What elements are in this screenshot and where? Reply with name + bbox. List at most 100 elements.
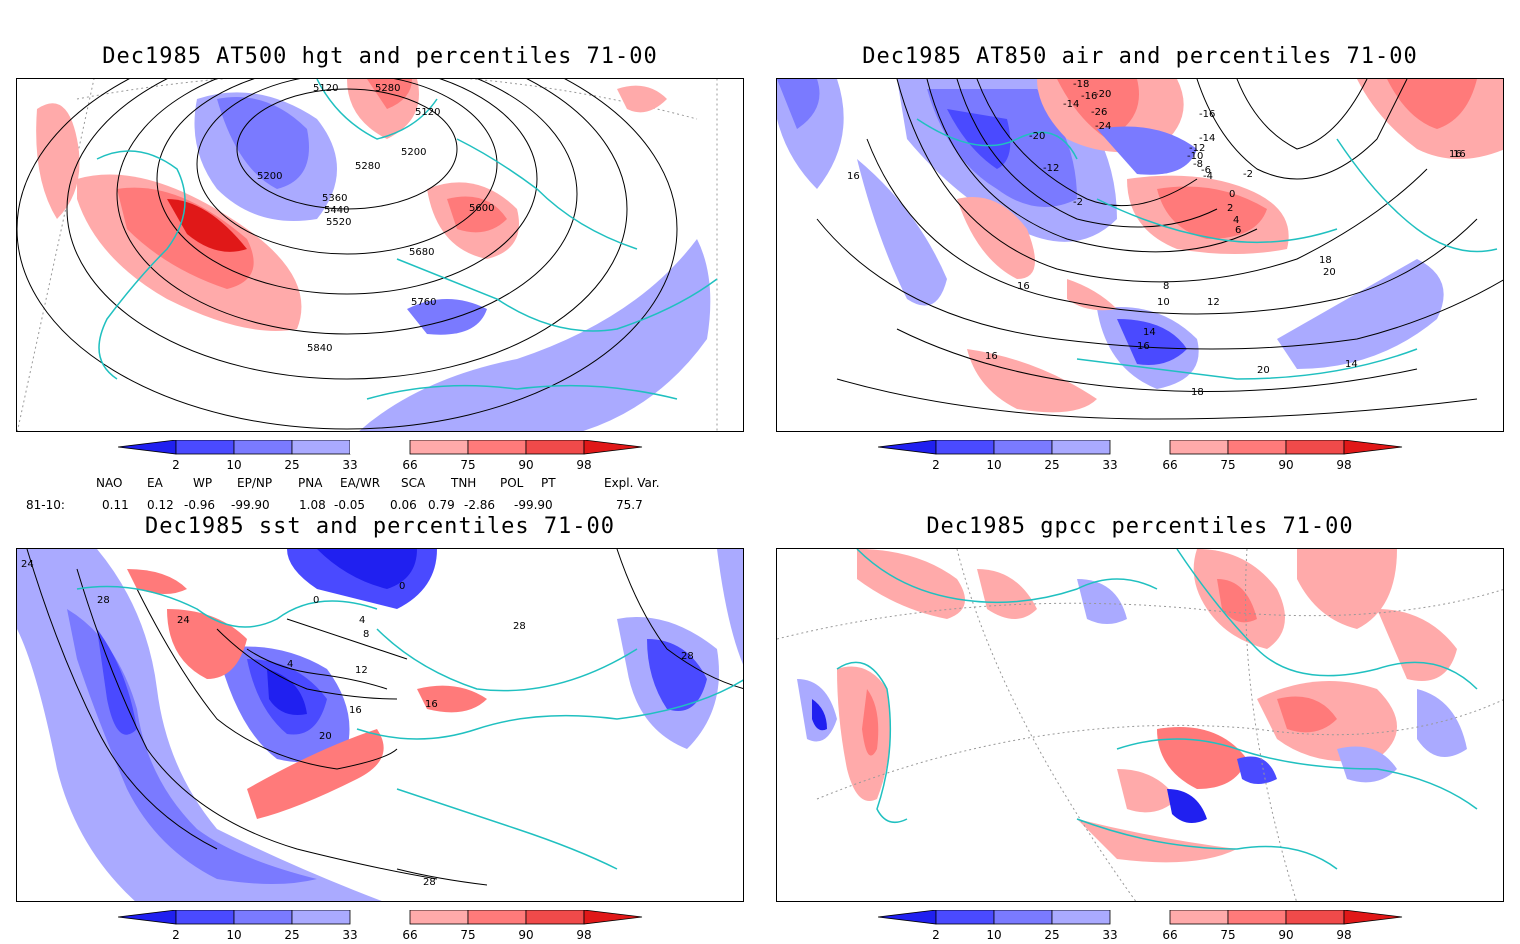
cbar-tick: 90: [1278, 928, 1294, 942]
colorbar-sst: 2 10 25 33 66 75 90 98: [118, 910, 646, 944]
colorbar-air-svg: [878, 440, 1403, 455]
contour-label: -6: [1201, 165, 1211, 176]
index-header: POL: [500, 476, 524, 490]
contour-label: 16: [847, 171, 860, 182]
cbar-tick: 33: [342, 928, 358, 942]
contour-label: 16: [349, 705, 362, 716]
contour-label: 5600: [469, 203, 494, 214]
index-value: 1.08: [299, 498, 326, 512]
cbar-tick: 2: [172, 458, 180, 472]
contour-label: 20: [319, 731, 332, 742]
cbar-tick: 66: [402, 458, 418, 472]
contour-label: 16: [1449, 149, 1462, 160]
contour-label: -26: [1091, 107, 1107, 118]
index-row-label: 81-10:: [26, 498, 65, 512]
contour-label: 28: [681, 651, 694, 662]
cbar-tick: 98: [576, 928, 592, 942]
cbar-tick: 25: [284, 458, 300, 472]
cbar-tick: 25: [1044, 928, 1060, 942]
contour-label: 6: [1235, 225, 1241, 236]
contour-label: -16: [1199, 109, 1215, 120]
contour-label: 0: [1229, 189, 1235, 200]
cbar-tick: 2: [932, 458, 940, 472]
cbar-tick: 66: [1162, 928, 1178, 942]
index-header: SCA: [401, 476, 426, 490]
cbar-tick: 33: [342, 458, 358, 472]
cbar-tick: 75: [1220, 928, 1236, 942]
contour-label: -2: [1073, 197, 1083, 208]
cbar-tick: 90: [1278, 458, 1294, 472]
contour-label: -2: [1243, 169, 1253, 180]
contour-label: -20: [1095, 89, 1111, 100]
contour-label: 8: [1163, 281, 1169, 292]
cbar-tick: 2: [932, 928, 940, 942]
cbar-tick: 2: [172, 928, 180, 942]
map-gpcc-svg: [777, 549, 1503, 901]
index-value: -2.86: [464, 498, 496, 512]
contour-label: -20: [1029, 131, 1045, 142]
contour-label: -16: [1081, 91, 1097, 102]
panel-title-sst: Dec1985 sst and percentiles 71-00: [144, 514, 616, 539]
contour-label: 4: [287, 659, 293, 670]
index-header: EA: [147, 476, 163, 490]
panel-title-gpcc: Dec1985 gpcc percentiles 71-00: [926, 514, 1354, 539]
contour-label: 2: [1227, 203, 1233, 214]
cbar-tick: 75: [1220, 458, 1236, 472]
cbar-tick: 98: [576, 458, 592, 472]
map-sst-svg: 24 28 24 0 4 0 4 8 12 16 20 28 16 28 28: [17, 549, 743, 901]
contour-label: -18: [1073, 79, 1089, 90]
contour-label: 28: [513, 621, 526, 632]
cbar-tick: 75: [460, 458, 476, 472]
cbar-tick: 90: [518, 928, 534, 942]
contour-label: 5440: [324, 205, 349, 216]
contour-label: 16: [1017, 281, 1030, 292]
index-header: EA/WR: [340, 476, 381, 490]
index-value: -0.96: [184, 498, 216, 512]
contour-label: 14: [1345, 359, 1358, 370]
map-hgt-svg: 5120 5280 5120 5200 5200 5280 5360 5440 …: [17, 79, 743, 431]
contour-label: 24: [21, 559, 34, 570]
contour-label: -12: [1043, 163, 1059, 174]
index-header: Expl. Var.: [604, 476, 660, 490]
contour-label: 5840: [307, 343, 332, 354]
contour-label: 5280: [355, 161, 380, 172]
cbar-tick: 10: [986, 458, 1002, 472]
cbar-tick: 10: [986, 928, 1002, 942]
contour-label: 18: [1191, 387, 1204, 398]
index-header: EP/NP: [237, 476, 273, 490]
contour-label: 28: [423, 877, 436, 888]
contour-label: 16: [1137, 341, 1150, 352]
colorbar-air: 2 10 25 33 66 75 90 98: [878, 440, 1406, 474]
contour-label: -24: [1095, 121, 1111, 132]
contour-label: 0: [313, 595, 319, 606]
cbar-tick: 25: [284, 928, 300, 942]
contour-label: 20: [1257, 365, 1270, 376]
contour-label: -10: [1187, 151, 1203, 162]
contour-label: 10: [1157, 297, 1170, 308]
contour-label: 4: [1233, 215, 1239, 226]
contour-label: -8: [1193, 159, 1203, 170]
index-value: 75.7: [616, 498, 643, 512]
cbar-tick: 66: [402, 928, 418, 942]
cbar-tick: 10: [226, 458, 242, 472]
index-value: -99.90: [514, 498, 553, 512]
contour-label: 20: [1323, 267, 1336, 278]
cbar-tick: 98: [1336, 928, 1352, 942]
colorbar-hgt: 2 10 25 33 66 75 90 98: [118, 440, 646, 474]
map-panel-air: -18 -20 -16 -14 -26 -24 -20 -16 -14 -12 …: [776, 78, 1504, 432]
contour-label: 28: [97, 595, 110, 606]
contour-label: 5120: [415, 107, 440, 118]
colorbar-gpcc: 2 10 25 33 66 75 90 98: [878, 910, 1406, 944]
map-panel-gpcc: [776, 548, 1504, 902]
contour-label: -12: [1189, 143, 1205, 154]
panel-title-hgt: Dec1985 AT500 hgt and percentiles 71-00: [102, 44, 658, 69]
cbar-tick: 66: [1162, 458, 1178, 472]
contour-label: 5200: [401, 147, 426, 158]
colorbar-sst-svg: [118, 910, 643, 925]
contour-label: 5760: [411, 297, 436, 308]
contour-label: 14: [1143, 327, 1156, 338]
contour-label: 16: [1453, 149, 1466, 160]
contour-label: -14: [1063, 99, 1079, 110]
contour-label: 4: [359, 615, 365, 626]
colorbar-hgt-svg: [118, 440, 643, 455]
